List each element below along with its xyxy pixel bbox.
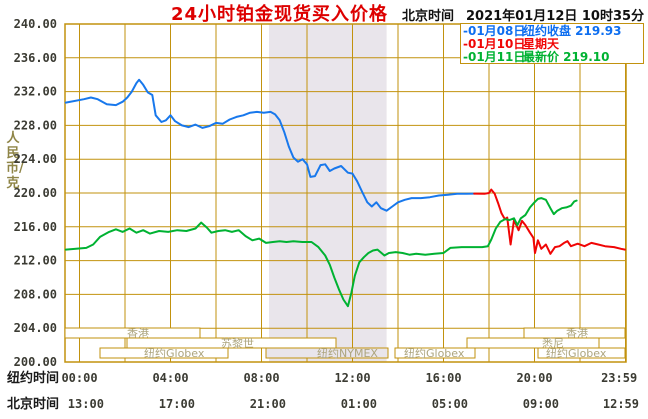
legend-value: 星期天: [523, 37, 560, 51]
session-box: [394, 347, 476, 359]
beijing-time-label: 北京时间: [402, 9, 455, 24]
x-tick-label: 13:00: [68, 397, 104, 411]
session-box: [99, 347, 229, 359]
x-tick-label: 04:00: [152, 371, 188, 385]
y-tick-label: 212.00: [14, 254, 57, 268]
legend-row: -01月11日最新价 219.10: [461, 51, 643, 64]
x-tick-label: 12:59: [603, 397, 639, 411]
session-label: 纽约NYMEX: [317, 346, 378, 360]
price-line-01月08日: [64, 78, 476, 212]
y-tick-label: 228.00: [14, 118, 57, 132]
y-tick-label: 240.00: [14, 17, 57, 31]
legend-date-label: -01月11日: [463, 50, 526, 64]
legend-row: -01月08日纽约收盘 219.93: [461, 25, 643, 38]
session-box: [126, 337, 337, 349]
session-label: 纽约Globex: [144, 346, 205, 360]
session-label: 纽约Globex: [404, 346, 465, 360]
y-tick-label: 236.00: [14, 51, 57, 65]
x-tick-label: 01:00: [341, 397, 377, 411]
bj-time-row-label: 北京时间: [7, 396, 59, 412]
price-line-01月11日: [64, 197, 578, 308]
legend-row: -01月10日星期天: [461, 38, 643, 51]
x-tick-label: 21:00: [250, 397, 286, 411]
ny-time-row-label: 纽约时间: [7, 370, 59, 386]
legend-value: 最新价 219.10: [523, 50, 610, 64]
session-box: [537, 347, 626, 359]
session-label: 悉尼: [542, 337, 564, 350]
y-tick-label: 232.00: [14, 85, 57, 99]
price-line-01月10日: [473, 188, 626, 255]
x-tick-label: 09:00: [523, 397, 559, 411]
y-axis-unit-label: 人民币/克: [6, 131, 24, 191]
x-tick-label: 23:59: [601, 371, 637, 385]
x-tick-label: 05:00: [432, 397, 468, 411]
y-tick-label: 204.00: [14, 321, 57, 335]
y-tick-label: 220.00: [14, 186, 57, 200]
legend-value: 纽约收盘 219.93: [523, 24, 622, 38]
x-tick-label: 20:00: [516, 371, 552, 385]
session-box: [466, 337, 600, 349]
y-tick-label: 224.00: [14, 152, 57, 166]
x-tick-label: 00:00: [61, 371, 97, 385]
page-title: 24小时铂金现货买入价格: [171, 4, 389, 25]
y-tick-label: 216.00: [14, 220, 57, 234]
plot-border: [64, 23, 627, 363]
session-label: 纽约Globex: [546, 346, 607, 360]
session-box: [265, 347, 389, 359]
y-tick-label: 200.00: [14, 355, 57, 369]
beijing-time-value: 2021年01月12日 10时35分: [466, 9, 645, 24]
x-tick-label: 08:00: [243, 371, 279, 385]
session-label: 香港: [127, 327, 149, 340]
legend-date-label: -01月08日: [463, 24, 526, 38]
y-tick-label: 208.00: [14, 287, 57, 301]
legend-date-label: -01月10日: [463, 37, 526, 51]
session-label: 苏黎世: [221, 336, 254, 350]
x-tick-label: 16:00: [425, 371, 461, 385]
x-tick-label: 17:00: [159, 397, 195, 411]
session-label: 香港: [566, 327, 588, 340]
chart-legend: -01月08日纽约收盘 219.93 -01月10日星期天 -01月11日最新价 2…: [460, 23, 644, 64]
x-tick-label: 12:00: [334, 371, 370, 385]
